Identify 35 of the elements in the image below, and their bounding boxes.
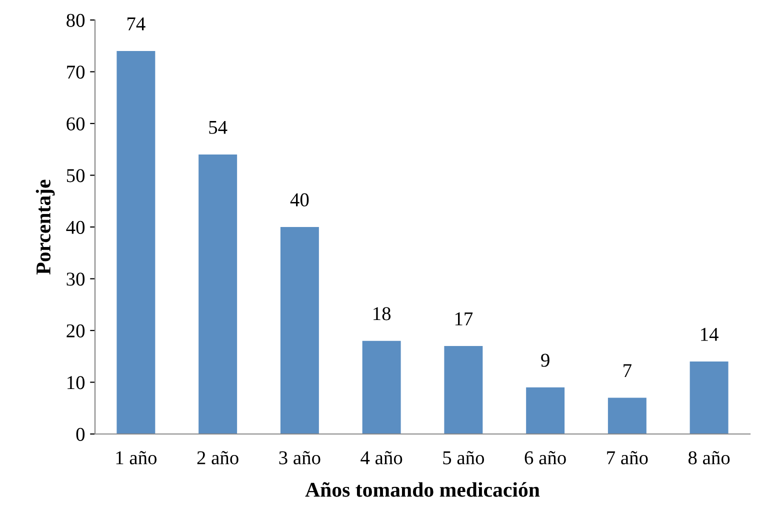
y-tick-label: 10 (68, 376, 85, 390)
data-label: 17 (455, 312, 473, 326)
data-label: 54 (209, 120, 228, 134)
y-tick-label: 80 (66, 14, 85, 27)
y-axis-title: Porcentaje (36, 180, 55, 274)
bar (198, 154, 238, 434)
y-tick-label: 70 (67, 66, 85, 79)
data-label: 40 (290, 193, 309, 206)
bar (526, 387, 565, 434)
bar (116, 51, 156, 434)
x-tick-label: 8 año (688, 451, 730, 464)
bar (444, 346, 483, 434)
data-label: 74 (127, 17, 146, 30)
data-label: 14 (701, 328, 718, 341)
x-tick-label: 6 año (524, 451, 566, 464)
y-tick-label: 50 (66, 169, 85, 182)
y-tick-label: 30 (66, 272, 85, 286)
x-tick-label: 4 año (360, 451, 402, 464)
x-tick-label: 1 año (116, 451, 157, 464)
x-tick-label: 7 año (607, 451, 648, 464)
bar (280, 227, 319, 434)
bar (608, 398, 646, 434)
bar (362, 340, 401, 434)
y-tick-label: 60 (66, 117, 85, 130)
data-label: 7 (624, 364, 632, 377)
data-label: 9 (541, 354, 550, 367)
x-tick-label: 3 año (279, 451, 320, 464)
y-tick-label: 40 (66, 220, 85, 234)
y-tick-label: 20 (66, 324, 85, 338)
x-axis-title: Años tomando medicación (305, 482, 540, 497)
y-tick-label: 0 (76, 428, 85, 441)
x-tick-label: 2 año (197, 451, 238, 464)
data-label: 18 (374, 307, 391, 320)
x-tick-label: 5 año (443, 451, 484, 464)
bar (690, 362, 728, 434)
